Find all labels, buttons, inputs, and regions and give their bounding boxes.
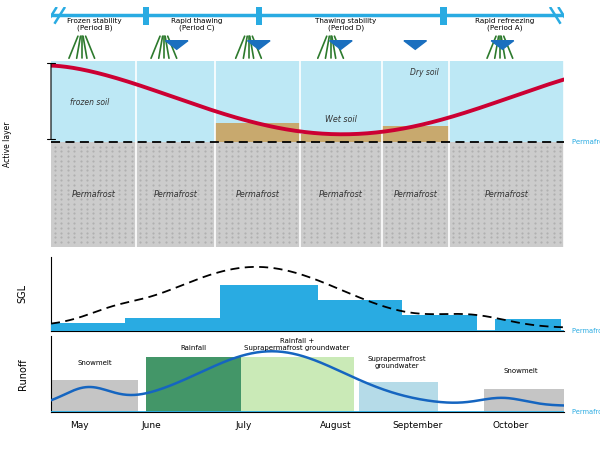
Text: Wet soil: Wet soil <box>325 115 357 124</box>
Bar <box>382 126 449 142</box>
Bar <box>403 315 477 331</box>
Text: Rapid refreezing
(Period A): Rapid refreezing (Period A) <box>475 18 535 32</box>
Bar <box>440 5 446 25</box>
Text: Thawing stability
(Period D): Thawing stability (Period D) <box>316 18 377 32</box>
Text: Active layer: Active layer <box>2 121 12 167</box>
Bar <box>449 61 564 142</box>
Bar <box>495 320 562 331</box>
Text: Frozen stability
(Period B): Frozen stability (Period B) <box>67 18 122 32</box>
Bar <box>300 61 382 134</box>
Text: SGL: SGL <box>18 284 28 303</box>
Text: Permafrost table: Permafrost table <box>572 328 600 334</box>
Bar <box>143 5 149 25</box>
Polygon shape <box>247 40 270 50</box>
Text: Permafrost: Permafrost <box>236 190 280 199</box>
Text: Permafrost: Permafrost <box>154 190 197 199</box>
Bar <box>300 142 382 247</box>
Bar <box>51 380 138 412</box>
Text: Suprapermafrost
groundwater: Suprapermafrost groundwater <box>368 356 427 369</box>
Bar <box>382 61 449 126</box>
Text: Permafrost: Permafrost <box>393 190 437 199</box>
Bar <box>241 357 353 412</box>
Text: August: August <box>320 421 352 430</box>
Bar <box>51 61 136 142</box>
Text: September: September <box>392 421 443 430</box>
Bar <box>51 323 125 331</box>
Bar <box>215 142 300 247</box>
Bar <box>215 61 300 123</box>
Bar <box>136 142 215 247</box>
Text: Dry soil: Dry soil <box>410 68 439 77</box>
Bar <box>215 123 300 142</box>
Bar <box>125 318 220 331</box>
Text: Permafrost table: Permafrost table <box>572 139 600 144</box>
Bar <box>318 301 403 331</box>
Text: Rapid thawing
(Period C): Rapid thawing (Period C) <box>172 18 223 32</box>
Text: Rainfall +
Suprapermafrost groundwater: Rainfall + Suprapermafrost groundwater <box>244 338 350 351</box>
Polygon shape <box>166 40 188 50</box>
Text: Permafrost: Permafrost <box>319 190 363 199</box>
Bar <box>146 357 241 412</box>
Bar <box>136 61 215 142</box>
Polygon shape <box>404 40 427 50</box>
Bar <box>51 142 136 247</box>
Text: Snowmelt: Snowmelt <box>77 360 112 366</box>
Text: Permafrost table: Permafrost table <box>572 409 600 415</box>
Bar <box>359 382 439 412</box>
Text: Rainfall: Rainfall <box>181 345 206 351</box>
Text: Permafrost: Permafrost <box>484 190 528 199</box>
Text: Permafrost: Permafrost <box>71 190 115 199</box>
Bar <box>484 389 564 412</box>
Text: October: October <box>492 421 528 430</box>
Text: May: May <box>70 421 89 430</box>
Polygon shape <box>329 40 352 50</box>
Text: July: July <box>235 421 251 430</box>
Text: Runoff: Runoff <box>18 358 28 390</box>
Bar <box>256 5 262 25</box>
Bar <box>220 285 318 331</box>
Text: frozen soil: frozen soil <box>70 98 109 107</box>
Text: Snowmelt: Snowmelt <box>503 368 538 374</box>
Text: June: June <box>141 421 161 430</box>
Bar <box>382 142 449 247</box>
Bar <box>300 134 382 142</box>
Bar <box>449 142 564 247</box>
Polygon shape <box>491 40 514 50</box>
